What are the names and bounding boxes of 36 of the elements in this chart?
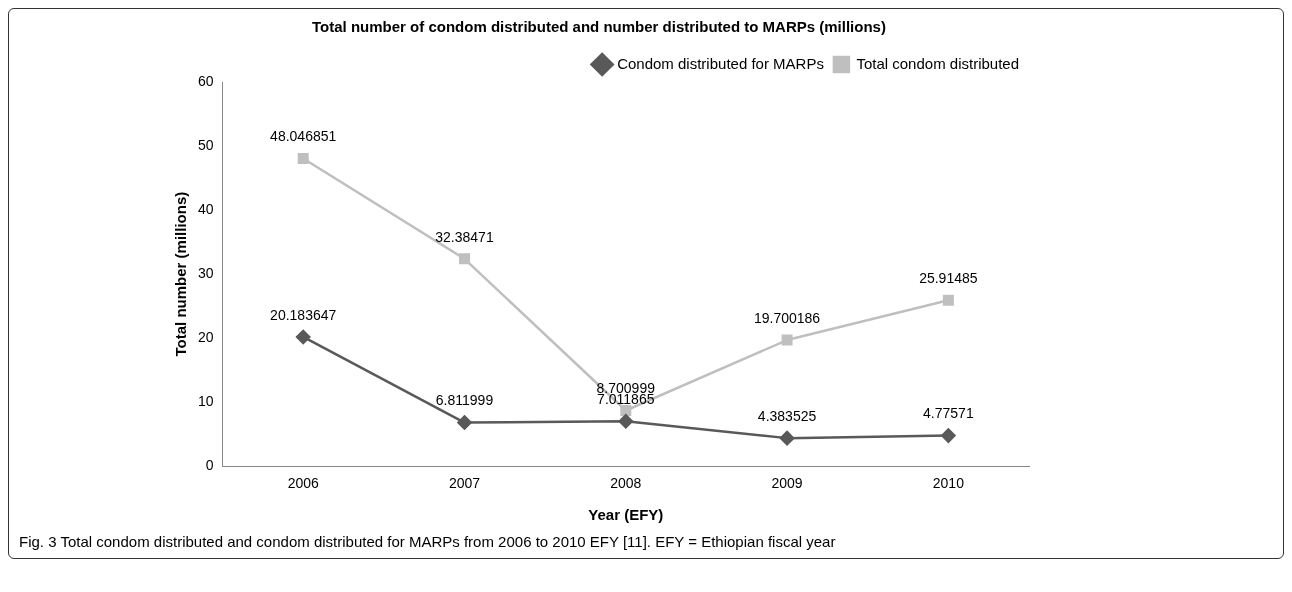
y-tick-label: 50 bbox=[197, 136, 214, 153]
y-tick-label: 10 bbox=[197, 393, 214, 410]
x-tick-label: 2007 bbox=[448, 475, 481, 492]
point bbox=[459, 253, 470, 265]
point bbox=[779, 430, 795, 446]
point bbox=[942, 294, 954, 306]
data-label: 19.700186 bbox=[753, 309, 821, 326]
data-label: 4.383525 bbox=[757, 407, 817, 424]
point bbox=[941, 428, 956, 443]
x-tick-label: 2010 bbox=[932, 475, 965, 492]
x-tick-label: 2008 bbox=[610, 475, 642, 492]
x-tick-label: 2006 bbox=[287, 475, 319, 492]
data-label: 20.183647 bbox=[270, 306, 337, 323]
data-label: 4.77571 bbox=[923, 405, 974, 422]
y-tick-label: 40 bbox=[197, 200, 214, 217]
x-tick-label: 2009 bbox=[771, 475, 803, 492]
point bbox=[620, 404, 632, 416]
y-tick-label: 20 bbox=[197, 328, 214, 345]
point bbox=[295, 329, 311, 345]
y-tick-label: 30 bbox=[197, 264, 214, 281]
legend-label: Total condom distributed bbox=[856, 54, 1019, 72]
x-axis-title: Year (EFY) bbox=[588, 506, 664, 524]
point bbox=[618, 414, 634, 429]
point bbox=[781, 334, 793, 346]
legend-label: Condom distributed for MARPs bbox=[617, 54, 824, 72]
data-label: 48.046851 bbox=[270, 128, 337, 145]
y-tick-label: 0 bbox=[205, 457, 214, 474]
point bbox=[457, 415, 472, 430]
y-axis-title: Total number (millions) bbox=[172, 191, 190, 357]
chart-title: Total number of condom distributed and number distributed to MARPs (millions) bbox=[312, 18, 886, 36]
y-tick-label: 60 bbox=[197, 72, 214, 89]
point bbox=[297, 153, 309, 165]
data-label: 32.38471 bbox=[435, 228, 494, 245]
data-label: 25.91485 bbox=[919, 270, 978, 287]
data-label: 6.811999 bbox=[435, 392, 494, 409]
caption: Fig. 3 Total condom distributed and condom distributed for MARPs from 2006 to 2010 EFY [11]. EFY = Ethiopian fiscal year bbox=[18, 532, 837, 552]
